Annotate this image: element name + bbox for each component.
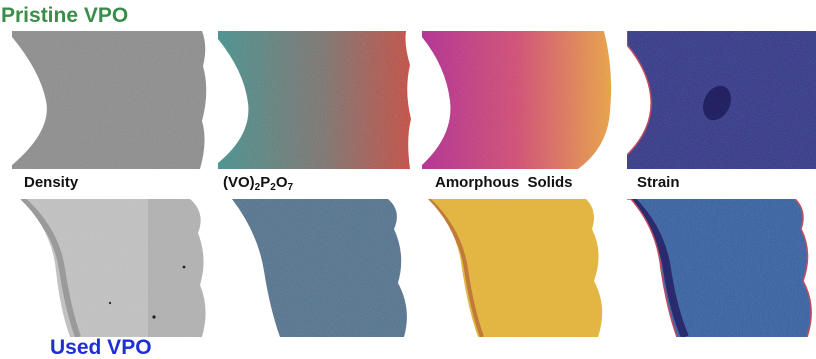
strain-pristine-image: [627, 31, 816, 169]
density-pristine-image: [12, 31, 207, 169]
vo-pristine-image: [218, 31, 413, 169]
density-label: Density: [24, 174, 79, 191]
amorphous-pristine-image: [422, 31, 617, 169]
pristine-vpo-title: Pristine VPO: [1, 4, 129, 27]
strain-used-image: [627, 199, 816, 337]
vo-used-image: [218, 199, 413, 337]
density-used-image: [12, 199, 207, 337]
amorphous-used-image: [422, 199, 617, 337]
vo-p2o7-label: (VO)2P2O7: [223, 174, 294, 193]
strain-label: Strain: [637, 174, 680, 191]
used-vpo-title: Used VPO: [50, 336, 152, 359]
amorphous-solids-label: Amorphous Solids: [435, 174, 573, 191]
